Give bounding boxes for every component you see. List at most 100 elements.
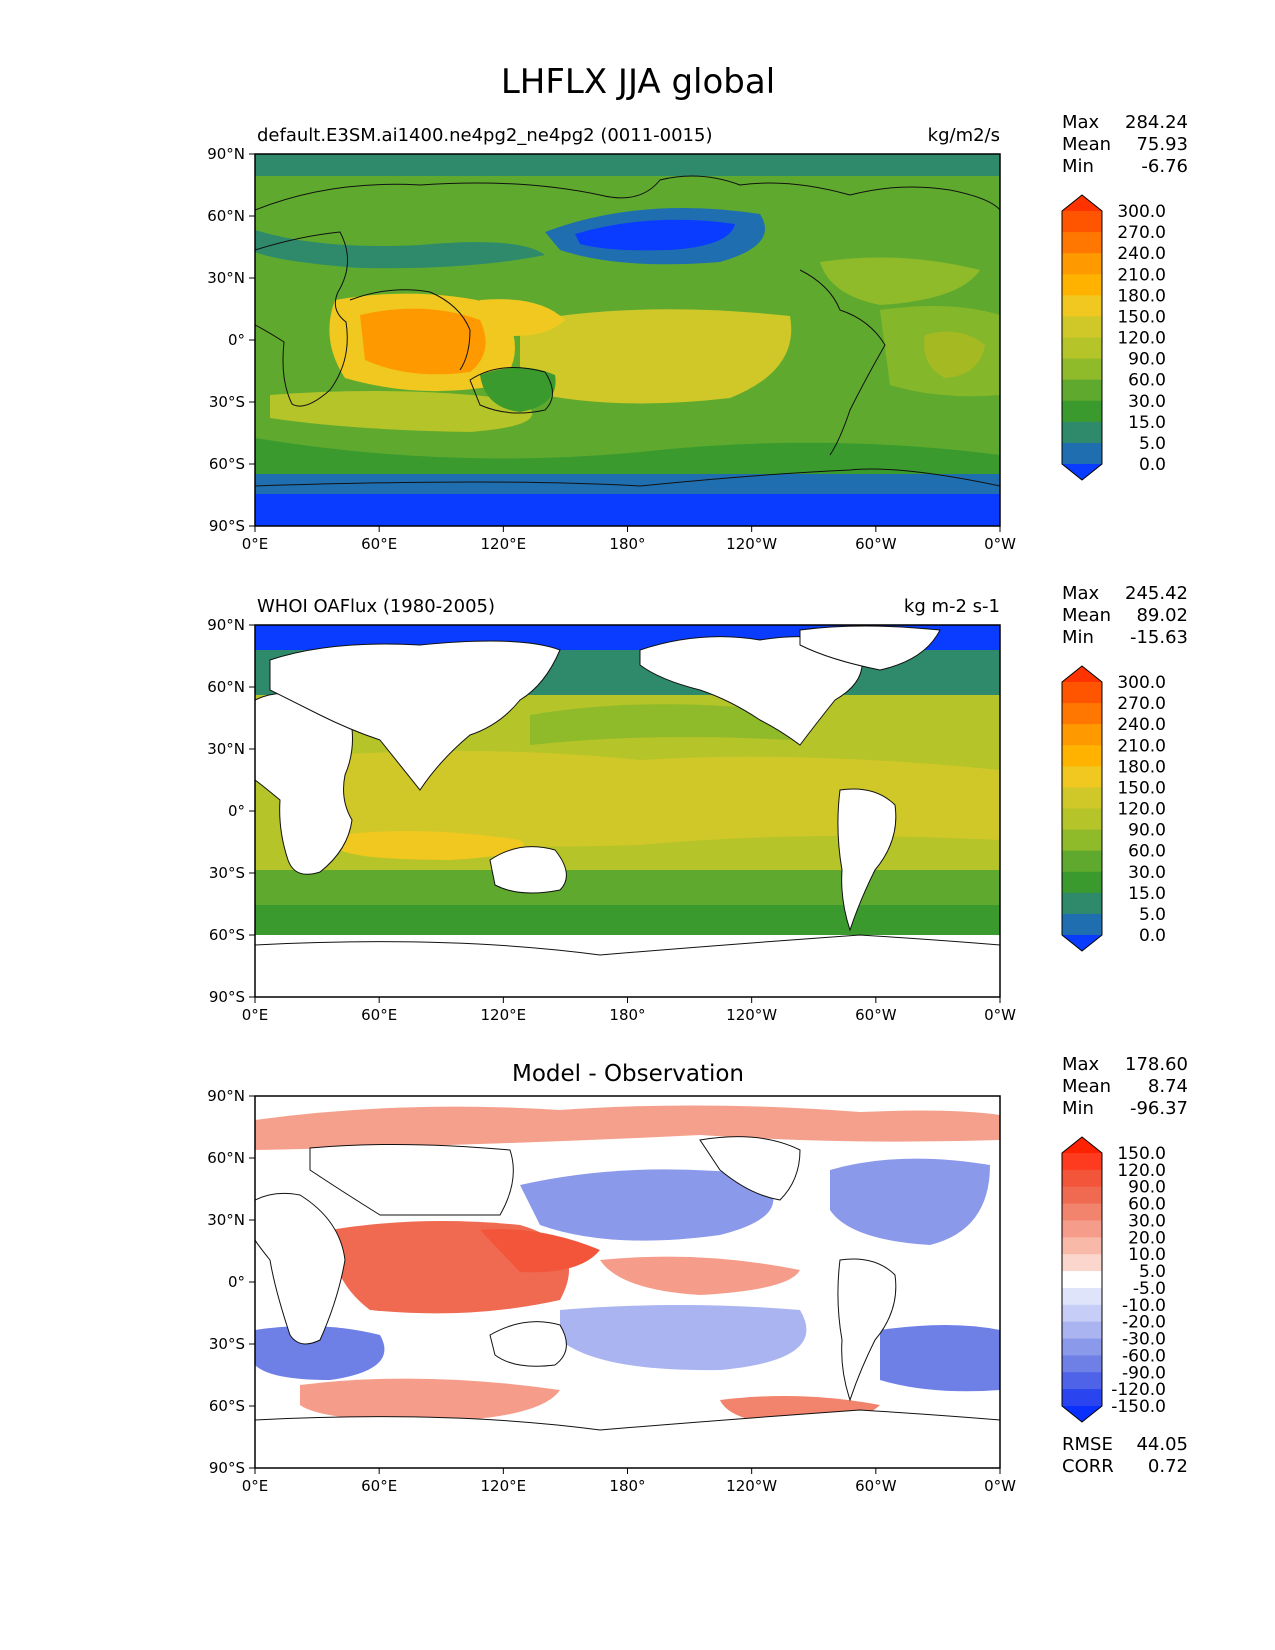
colorbar-tick-label: 270.0 — [1117, 694, 1166, 714]
colorbar-swatch — [1062, 871, 1102, 894]
colorbar-tick-label: 150.0 — [1117, 778, 1166, 798]
test-arctic-band — [255, 154, 1000, 176]
colorbar-swatch — [1062, 1304, 1102, 1323]
metric-value-corr: 0.72 — [1148, 1456, 1188, 1477]
stat-value-max: 245.42 — [1125, 583, 1188, 604]
colorbar-tick-label: 90.0 — [1128, 821, 1166, 841]
test-australia — [480, 367, 556, 412]
panel-reference-title-right: kg m-2 s-1 — [904, 596, 1000, 617]
y-tick-label: 30°S — [209, 393, 245, 411]
panel-test-title-left: default.E3SM.ai1400.ne4pg2_ne4pg2 (0011-… — [257, 125, 712, 146]
panel-reference-field — [255, 625, 1000, 997]
metric-label-rmse: RMSE — [1062, 1434, 1113, 1455]
colorbar-tick-label: 300.0 — [1117, 673, 1166, 693]
colorbar-swatch — [1062, 316, 1102, 338]
colorbar-swatch — [1062, 892, 1102, 915]
ref-indian-band — [340, 831, 524, 860]
diff-arctic-red — [255, 1105, 1000, 1150]
colorbar-tick-label: 10.0 — [1128, 1245, 1166, 1265]
colorbar-swatch — [1062, 766, 1102, 788]
panel-test-axis: 0°E 60°E 120°E 180° 120°W 60°W 0°W 90°N 60°N 30°N… — [207, 145, 1016, 553]
colorbar-swatch — [1062, 850, 1102, 873]
colorbar-tick-label: 150.0 — [1117, 307, 1166, 327]
y-tick-label: 60°S — [209, 455, 245, 473]
stat-value-mean: 89.02 — [1136, 605, 1188, 626]
colorbar-tick-label: -90.0 — [1122, 1363, 1166, 1383]
colorbar-swatch — [1062, 358, 1102, 381]
x-tick-label: 180° — [609, 1006, 645, 1024]
colorbar-tick-label: 60.0 — [1128, 371, 1166, 391]
colorbar-swatch — [1062, 1287, 1102, 1306]
panel-test-colorbar: 300.0270.0240.0210.0180.0150.0120.090.06… — [1061, 194, 1166, 481]
x-tick-label: 0°W — [984, 1477, 1016, 1495]
colorbar-tick-label: 270.0 — [1117, 223, 1166, 243]
colorbar-swatch — [1062, 421, 1102, 444]
metric-label-corr: CORR — [1062, 1456, 1114, 1477]
panel-test-field — [255, 154, 1000, 526]
diff-east-pacific-red — [600, 1256, 800, 1295]
colorbar-extend-top — [1062, 1137, 1102, 1153]
panel-reference-axis: 0°E 60°E 120°E 180° 120°W 60°W 0°W 90°N 60°N 30°N… — [207, 616, 1016, 1024]
y-tick-label: 30°S — [209, 1335, 245, 1353]
diff-land-mask — [255, 1136, 1000, 1468]
panel-difference-colorbar: 150.0120.090.060.030.020.010.05.0-5.0-10… — [1061, 1136, 1166, 1423]
colorbar-tick-label: 30.0 — [1128, 392, 1166, 412]
colorbar-tick-label: -120.0 — [1111, 1380, 1166, 1400]
x-tick-label: 0°E — [242, 1477, 269, 1495]
diff-north-atlantic-blue — [830, 1158, 990, 1245]
colorbar-tick-label: 150.0 — [1117, 1144, 1166, 1164]
colorbar-swatch — [1062, 913, 1102, 936]
colorbar-swatch — [1062, 211, 1102, 233]
stat-value-mean: 75.93 — [1136, 134, 1188, 155]
colorbar-extend-top — [1062, 195, 1102, 211]
diff-warm-pool-red — [480, 1229, 600, 1273]
diff-north-pacific-blue — [520, 1169, 774, 1241]
colorbar-tick-label: 30.0 — [1128, 863, 1166, 883]
colorbar-tick-label: -20.0 — [1122, 1313, 1166, 1333]
colorbar-swatch — [1062, 1153, 1102, 1171]
panel-difference-stats: Max 178.60 Mean 8.74 Min -96.37 — [1062, 1054, 1188, 1119]
test-southern-ocean-band — [255, 438, 1000, 474]
x-tick-label: 0°E — [242, 535, 269, 553]
colorbar-swatch — [1062, 682, 1102, 704]
colorbar-swatch — [1062, 337, 1102, 360]
y-tick-label: 0° — [228, 1273, 245, 1291]
colorbar-extend-top — [1062, 666, 1102, 682]
colorbar-tick-label: -10.0 — [1122, 1296, 1166, 1316]
y-tick-label: 0° — [228, 331, 245, 349]
colorbar-outline — [1061, 665, 1103, 952]
panel-reference: WHOI OAFlux (1980-2005) kg m-2 s-1 — [207, 596, 1016, 1024]
panel-difference-title: Model - Observation — [512, 1061, 744, 1087]
colorbar-tick-label: 90.0 — [1128, 1178, 1166, 1198]
colorbar-tick-label: 120.0 — [1117, 800, 1166, 820]
colorbar-swatch — [1062, 1220, 1102, 1238]
stat-label-mean: Mean — [1062, 134, 1111, 155]
colorbar-swatch — [1062, 232, 1102, 254]
colorbar-swatch — [1062, 1355, 1102, 1373]
colorbar-swatch — [1062, 1203, 1102, 1221]
colorbar-tick-label: 0.0 — [1139, 455, 1166, 475]
colorbar-swatch — [1062, 1169, 1102, 1188]
ref-southern-band — [255, 900, 1000, 935]
y-tick-label: 90°N — [207, 145, 245, 163]
colorbar-tick-label: -60.0 — [1122, 1346, 1166, 1366]
colorbar-swatch — [1062, 1254, 1102, 1272]
ref-north-pacific-band — [530, 704, 790, 745]
stat-value-min: -6.76 — [1141, 156, 1188, 177]
x-tick-label: 120°E — [481, 535, 527, 553]
colorbar-extend-bottom — [1062, 464, 1102, 480]
colorbar-tick-label: 0.0 — [1139, 926, 1166, 946]
colorbar-tick-label: -5.0 — [1133, 1279, 1166, 1299]
test-siberia-low — [255, 230, 545, 269]
x-tick-label: 60°W — [855, 1477, 897, 1495]
panel-test-title-right: kg/m2/s — [928, 125, 1000, 146]
test-tropical-pacific — [520, 309, 792, 404]
colorbar-extend-bottom — [1062, 1406, 1102, 1422]
colorbar-tick-label: 210.0 — [1117, 265, 1166, 285]
colorbar-tick-label: 240.0 — [1117, 244, 1166, 264]
y-tick-label: 0° — [228, 802, 245, 820]
colorbar-swatch — [1062, 1186, 1102, 1205]
colorbar-tick-label: 180.0 — [1117, 757, 1166, 777]
colorbar-swatch — [1062, 1338, 1102, 1356]
colorbar-swatch — [1062, 442, 1102, 465]
